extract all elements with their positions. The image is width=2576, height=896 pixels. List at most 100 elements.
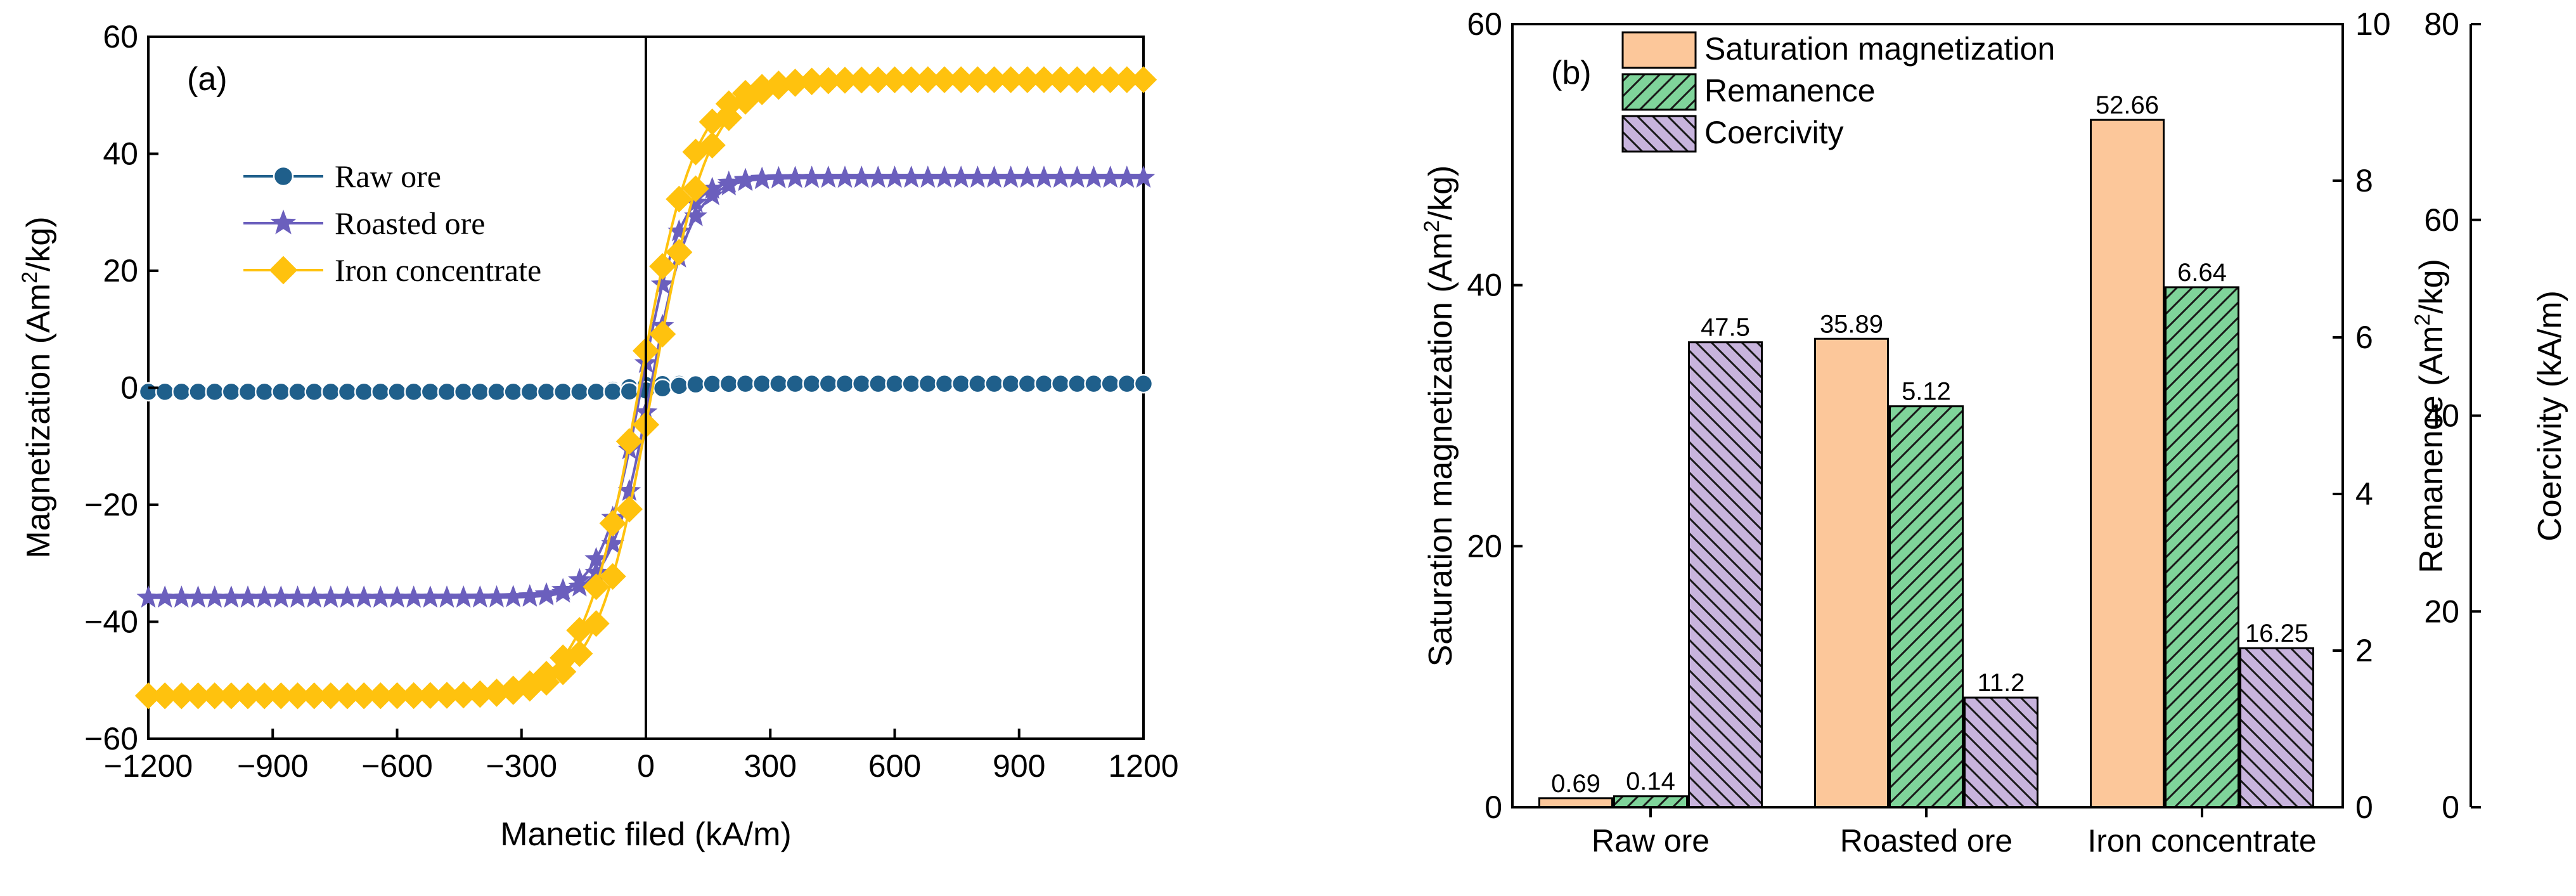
data-point — [719, 373, 739, 394]
data-point — [1133, 373, 1154, 394]
data-point — [550, 658, 577, 685]
data-point — [934, 373, 955, 394]
data-point — [433, 682, 461, 709]
data-point — [371, 382, 390, 402]
data-point — [136, 585, 160, 608]
data-point — [599, 510, 626, 537]
category-label: Iron concentrate — [2087, 823, 2316, 859]
series-raw-ore — [138, 373, 1154, 402]
y-tick-label: 80 — [2424, 6, 2459, 42]
x-tick-label: 1200 — [1108, 748, 1178, 784]
hysteresis-curves — [134, 66, 1157, 710]
data-point — [551, 580, 575, 603]
data-point — [802, 373, 821, 394]
data-point — [584, 561, 608, 583]
data-point — [686, 374, 705, 394]
data-point — [599, 562, 626, 590]
data-point — [205, 382, 224, 402]
data-point — [503, 382, 523, 402]
data-point — [733, 169, 757, 192]
data-point — [951, 373, 971, 394]
bar-coercivity — [1964, 696, 2038, 808]
legend-label: Raw ore — [335, 159, 441, 194]
data-point — [1067, 373, 1087, 394]
data-point — [1131, 166, 1156, 188]
data-point — [468, 585, 492, 607]
data-point — [682, 138, 709, 166]
legend: Saturation magnetization Remanence Coerciv… — [1621, 31, 2055, 153]
data-point — [715, 104, 742, 131]
coercivity-axis-ticks: 0 20 40 60 80 — [2424, 6, 2481, 825]
data-point — [553, 382, 573, 402]
data-point — [536, 382, 557, 402]
data-point — [982, 166, 1006, 188]
bar-coercivity — [2239, 647, 2314, 808]
data-point — [949, 166, 973, 188]
remanence-axis-ticks: 0 2 4 6 8 10 — [2333, 6, 2391, 825]
category-label: Roasted ore — [1840, 823, 2012, 859]
data-point — [782, 70, 809, 97]
data-point — [568, 574, 591, 597]
data-point — [652, 379, 673, 398]
data-point — [666, 238, 693, 266]
data-point — [1080, 66, 1107, 93]
data-point — [337, 382, 357, 402]
data-point — [416, 682, 444, 710]
data-point — [601, 531, 624, 554]
data-point — [251, 682, 278, 710]
data-point — [302, 585, 326, 608]
y-tick-label: 60 — [103, 19, 138, 55]
data-point — [603, 382, 622, 401]
legend-swatch — [1621, 115, 1697, 153]
data-point — [981, 66, 1008, 93]
data-point — [271, 382, 291, 402]
data-point — [1098, 166, 1122, 188]
y-tick-label: −40 — [84, 604, 138, 640]
y-tick-label: 20 — [2424, 594, 2459, 629]
data-point — [134, 682, 162, 710]
data-point — [849, 166, 873, 188]
y-tick-label: 0 — [1484, 789, 1502, 825]
x-axis-title: Manetic filed (kA/m) — [500, 816, 791, 853]
data-point — [916, 166, 940, 188]
bar-saturation-magnetization — [1814, 337, 1889, 808]
bar-value-label: 0.69 — [1551, 770, 1600, 798]
y-tick-label: 0 — [120, 370, 138, 406]
data-point — [898, 66, 925, 93]
data-point — [885, 373, 905, 394]
bar-value-label: 0.14 — [1626, 768, 1675, 796]
data-point — [354, 382, 374, 402]
remanence-axis-title-superscript: 2 — [2411, 314, 2435, 326]
data-point — [1050, 373, 1071, 394]
data-point — [570, 382, 589, 402]
legend-item: Iron concentrate — [243, 252, 541, 288]
data-point — [1130, 66, 1157, 93]
data-point — [467, 681, 494, 708]
data-point — [402, 585, 425, 608]
data-point — [367, 682, 394, 710]
data-point — [1034, 373, 1054, 394]
data-point — [186, 585, 210, 608]
data-point — [586, 382, 606, 402]
legend-item: Remanence — [1621, 73, 1876, 111]
data-point — [750, 167, 774, 190]
data-point — [566, 640, 593, 667]
data-point — [833, 166, 857, 188]
data-point — [269, 585, 293, 608]
data-point — [798, 68, 825, 96]
data-point — [752, 373, 772, 394]
data-point — [702, 374, 722, 394]
data-point — [715, 90, 742, 117]
data-point — [615, 428, 643, 455]
legend-label: Roasted ore — [335, 205, 485, 241]
data-point — [1032, 166, 1056, 188]
y-tick-label: 20 — [103, 253, 138, 289]
y-tick-label: 0 — [2442, 789, 2459, 825]
data-point — [236, 585, 260, 608]
x-tick-label: −900 — [237, 748, 309, 784]
data-point — [1084, 373, 1104, 394]
data-point — [383, 682, 411, 710]
data-point — [300, 682, 328, 710]
legend-item: Coercivity — [1621, 115, 1843, 153]
